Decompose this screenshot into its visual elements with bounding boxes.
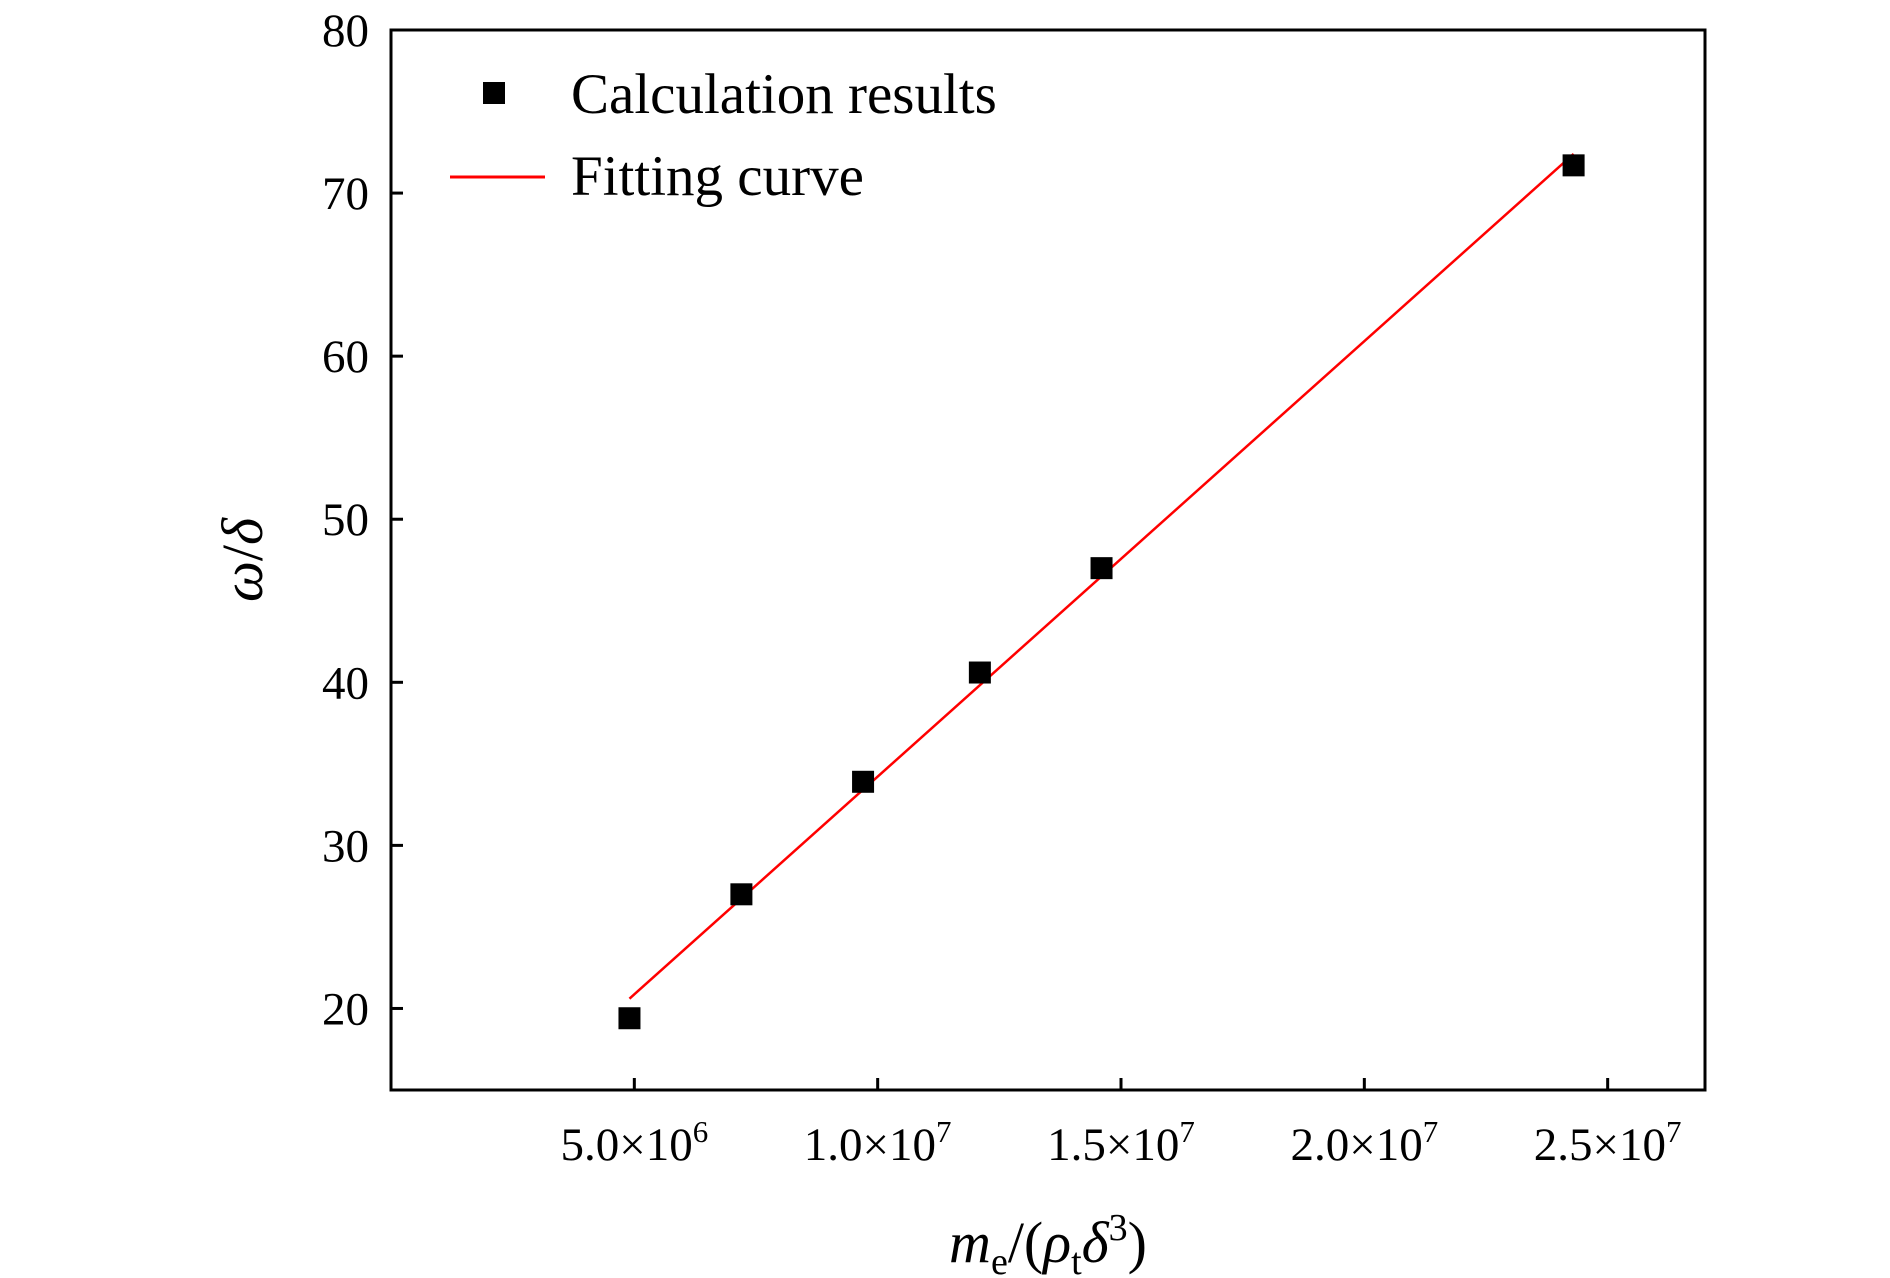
y-axis-title: ω/δ bbox=[210, 517, 275, 602]
x-axis-title-open: /( bbox=[1008, 1210, 1043, 1275]
x-tick-label-2: 1.5×107 bbox=[1047, 1114, 1195, 1171]
data-point-4 bbox=[1090, 557, 1113, 580]
x-tick-label-4: 2.5×107 bbox=[1534, 1114, 1682, 1171]
y-tick-label-50: 50 bbox=[322, 494, 369, 546]
y-tick-label-80: 80 bbox=[322, 5, 369, 57]
x-tick-label-3: 2.0×107 bbox=[1290, 1114, 1438, 1171]
y-tick-label-70: 70 bbox=[322, 168, 369, 220]
x-axis: 5.0×106 1.0×107 1.5×107 2.0×107 2.5×107 bbox=[560, 1078, 1682, 1171]
x-axis-title-m: m bbox=[949, 1210, 991, 1275]
y-tick-label-60: 60 bbox=[322, 331, 369, 383]
x-axis-title-delta: δ bbox=[1082, 1210, 1110, 1275]
y-axis: 20 30 40 50 60 70 80 bbox=[322, 5, 403, 1035]
legend-label-fitting-curve: Fitting curve bbox=[571, 145, 864, 208]
data-point-3 bbox=[968, 661, 991, 684]
x-axis-title-cube: 3 bbox=[1109, 1207, 1128, 1249]
x-axis-title-t: t bbox=[1071, 1241, 1082, 1278]
data-point-0 bbox=[618, 1007, 641, 1030]
x-tick-label-0: 5.0×106 bbox=[560, 1114, 708, 1171]
y-axis-title-omega: ω bbox=[210, 561, 275, 602]
y-tick-label-30: 30 bbox=[322, 820, 369, 872]
legend-marker-calculation-results bbox=[483, 82, 505, 104]
plot-frame bbox=[389, 28, 1707, 1092]
y-axis-title-delta: δ bbox=[210, 517, 275, 545]
x-axis-title: me/(ρtδ3) bbox=[949, 1207, 1147, 1278]
legend-label-calculation-results: Calculation results bbox=[571, 63, 997, 126]
data-point-1 bbox=[730, 883, 753, 906]
x-axis-title-rho: ρ bbox=[1041, 1210, 1071, 1275]
y-axis-title-slash: / bbox=[210, 544, 275, 561]
x-tick-label-1: 1.0×107 bbox=[804, 1114, 952, 1171]
series-layer bbox=[618, 153, 1585, 1030]
legend: Calculation results Fitting curve bbox=[450, 63, 997, 208]
data-point-5 bbox=[1562, 154, 1585, 177]
x-axis-title-e: e bbox=[991, 1241, 1008, 1278]
y-tick-label-20: 20 bbox=[322, 983, 369, 1035]
data-point-2 bbox=[852, 770, 875, 793]
x-axis-title-close: ) bbox=[1128, 1210, 1147, 1275]
y-tick-label-40: 40 bbox=[322, 657, 369, 709]
